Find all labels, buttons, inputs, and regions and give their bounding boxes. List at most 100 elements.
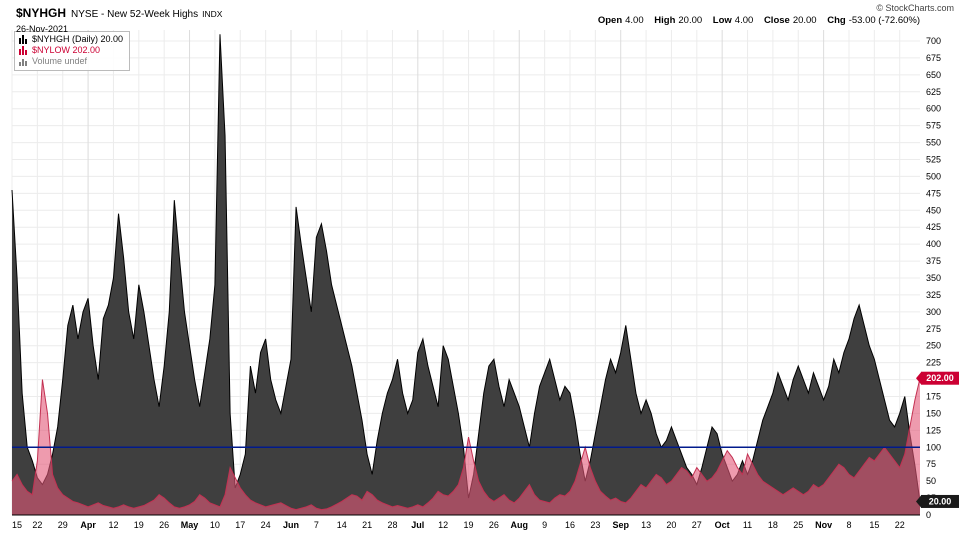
nylow-outline [11, 378, 921, 511]
x-axis-label: 28 [387, 520, 397, 530]
nylow-price-badge-text: 202.00 [926, 373, 954, 383]
security-type: INDX [202, 9, 223, 19]
y-axis-label: 575 [926, 121, 941, 131]
x-axis-label: 17 [235, 520, 245, 530]
nyhgh-price-badge [921, 494, 959, 508]
x-axis-label: 8 [846, 520, 851, 530]
nylow-area [12, 378, 920, 515]
y-axis-label: 225 [926, 358, 941, 368]
chart-legend: $NYHGH (Daily) 20.00 $NYLOW 202.00 Volum… [14, 31, 131, 71]
close-label: Close [763, 15, 790, 26]
y-axis-label: 500 [926, 171, 941, 181]
x-axis-label: May [181, 520, 199, 530]
y-axis-label: 350 [926, 273, 941, 283]
y-axis-label: 50 [926, 476, 936, 486]
x-axis-label: 24 [261, 520, 271, 530]
open-value: 4.00 [625, 15, 644, 26]
y-axis-label: 400 [926, 239, 941, 249]
legend-item-nyhgh: $NYHGH (Daily) 20.00 [19, 34, 123, 45]
x-axis-label: 9 [542, 520, 547, 530]
x-axis-label: 29 [58, 520, 68, 530]
y-axis-label: 600 [926, 104, 941, 114]
y-axis-label: 625 [926, 87, 941, 97]
high-label: High [654, 15, 676, 26]
x-axis-label: 15 [12, 520, 22, 530]
copyright-text: © StockCharts.com [876, 3, 954, 13]
x-axis-label: 23 [590, 520, 600, 530]
chart-series-icon [19, 46, 27, 55]
x-axis-label: 7 [314, 520, 319, 530]
y-axis-label: 325 [926, 290, 941, 300]
legend-item-label: $NYHGH (Daily) 20.00 [32, 34, 124, 44]
x-axis-label: Nov [815, 520, 832, 530]
y-axis-label: 0 [926, 510, 931, 520]
open-label: Open [597, 15, 623, 26]
x-axis-label: 14 [337, 520, 347, 530]
low-label: Low [712, 15, 732, 26]
x-axis-label: 20 [666, 520, 676, 530]
x-axis-label: 19 [464, 520, 474, 530]
x-axis-label: Oct [715, 520, 730, 530]
x-axis-label: 27 [692, 520, 702, 530]
x-axis-label: 12 [108, 520, 118, 530]
y-axis-label: 700 [926, 36, 941, 46]
change-value: -53.00 (-72.60%) [848, 15, 920, 26]
nylow-price-badge-pointer [916, 372, 921, 385]
x-axis-label: 22 [895, 520, 905, 530]
close-value: 20.00 [792, 15, 817, 26]
legend-item-nylow: $NYLOW 202.00 [19, 45, 123, 56]
x-axis-label: Aug [511, 520, 529, 530]
nyhgh-price-badge-pointer [916, 495, 921, 508]
x-axis-label: 12 [438, 520, 448, 530]
legend-item-label: $NYLOW 202.00 [32, 45, 101, 55]
chart-header: $NYHGH NYSE - New 52-Week Highs INDX 26-No… [16, 4, 222, 34]
x-axis-label: 11 [743, 520, 752, 530]
x-axis-label: 19 [134, 520, 144, 530]
x-axis-label: 10 [210, 520, 220, 530]
x-axis-label: Jun [283, 520, 299, 530]
y-axis-label: 250 [926, 341, 941, 351]
y-axis-label: 125 [926, 425, 941, 435]
x-axis-label: Apr [80, 520, 96, 530]
legend-item-label: Volume undef [32, 56, 88, 66]
y-axis-label: 425 [926, 222, 941, 232]
high-value: 20.00 [678, 15, 703, 26]
y-axis-label: 75 [926, 459, 936, 469]
x-axis-label: 26 [489, 520, 499, 530]
x-axis-label: 15 [869, 520, 879, 530]
x-axis-label: 16 [565, 520, 575, 530]
volume-bars-icon [19, 59, 27, 66]
nyhgh-price-badge-text: 20.00 [929, 496, 952, 506]
x-axis-label: Jul [411, 520, 424, 530]
y-axis-label: 275 [926, 324, 941, 334]
exchange-name: NYSE - New 52-Week Highs [71, 9, 199, 20]
chart-date: 26-Nov-2021 [16, 24, 69, 34]
x-axis-label: 13 [641, 520, 651, 530]
y-axis-label: 525 [926, 155, 941, 165]
low-value: 4.00 [734, 15, 754, 26]
symbol: $NYHGH [16, 6, 67, 20]
y-axis-label: 100 [926, 442, 941, 452]
y-axis-label: 450 [926, 205, 941, 215]
x-axis-label: 25 [793, 520, 803, 530]
y-axis-label: 175 [926, 392, 941, 402]
y-axis-label: 675 [926, 53, 941, 63]
legend-item-volume: Volume undef [19, 56, 123, 67]
y-axis-label: 475 [926, 188, 941, 198]
quote-summary: Open 4.00 High 20.00 Low 4.00 Close 20.00 Ch… [598, 15, 920, 26]
y-axis-label: 375 [926, 256, 941, 266]
x-axis-label: 21 [362, 520, 372, 530]
nylow-price-badge [921, 371, 959, 385]
y-axis-label: 650 [926, 70, 941, 80]
y-axis-label: 150 [926, 408, 941, 418]
x-axis-label: 22 [32, 520, 42, 530]
x-axis-label: Sep [612, 520, 629, 530]
y-axis-label: 550 [926, 138, 941, 148]
y-axis-label: 300 [926, 307, 941, 317]
change-label: Chg [827, 15, 846, 26]
chart-series-icon [19, 35, 27, 44]
x-axis-label: 26 [159, 520, 169, 530]
x-axis-label: 18 [768, 520, 778, 530]
